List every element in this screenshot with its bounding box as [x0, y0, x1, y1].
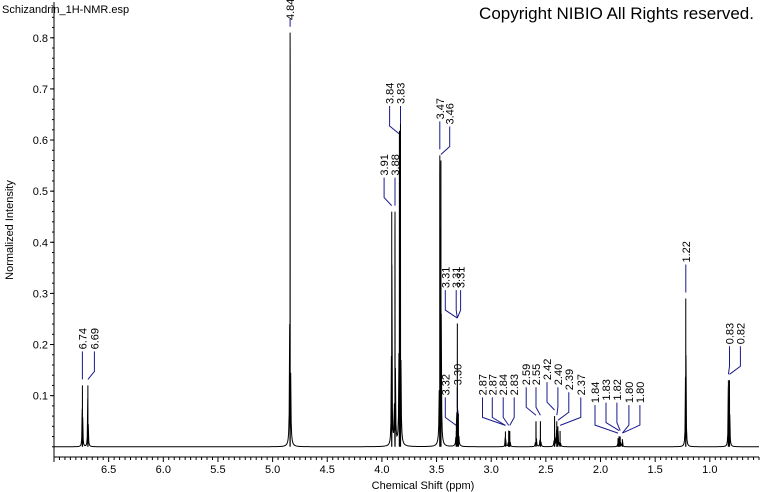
y-tick-label: 0.6 [33, 135, 48, 147]
peak-label-leader [546, 382, 555, 411]
peak-label-leader [444, 290, 458, 319]
peak-label-leader [389, 106, 400, 135]
peak-label: 1.82 [612, 379, 624, 400]
peak-label: 2.83 [509, 374, 521, 395]
peak-label-leader [491, 397, 506, 426]
peak-label: 2.84 [498, 374, 510, 395]
chart-axes: 0.1 0.2 0.3 0.4 0.5 0.6 0.7 0.8 6.5 6.0 5.5 5.0 4.5 4… [33, 2, 760, 476]
file-title: Schizandrin_1H-NMR.esp [2, 4, 130, 16]
peak-label-leader [557, 392, 570, 421]
peak-label-leader [502, 397, 510, 426]
y-axis-label: Normalized Intensity [4, 180, 16, 280]
peak-label: 3.46 [445, 103, 457, 124]
peak-label-leader [525, 387, 537, 416]
peak-label-leader [594, 405, 619, 434]
peak-label: 0.83 [725, 323, 737, 344]
x-tick-label: 2.0 [593, 464, 608, 476]
peak-label: 3.31 [451, 267, 463, 288]
peak-label-leader [535, 387, 541, 416]
peak-label: 3.30 [452, 364, 464, 385]
x-tick-label: 5.5 [210, 464, 225, 476]
y-tick-label: 0.2 [33, 340, 48, 352]
peak-label: 3.83 [396, 83, 408, 104]
peak-label-leader [456, 290, 462, 319]
x-tick-label: 3.0 [484, 464, 499, 476]
peak-label: 2.59 [521, 364, 533, 385]
x-tick-label: 2.5 [538, 464, 553, 476]
peak-label-leader [444, 397, 457, 426]
peak-label: 2.87 [478, 374, 490, 395]
copyright-notice: Copyright NIBIO All Rights reserved. [479, 4, 754, 23]
peak-label: 2.55 [531, 364, 543, 385]
peak-labels: 6.74 6.694.843.913.883.843.833.473.463.32… [77, 0, 747, 403]
y-tick-label: 0.5 [33, 186, 48, 198]
peak-label: 6.74 [77, 328, 89, 349]
peak-label: 6.69 [89, 328, 101, 349]
peak-label-leader [87, 351, 95, 380]
peak-label-leaders [81, 18, 741, 434]
y-tick-label: 0.4 [33, 237, 48, 249]
peak-label-leader [383, 177, 393, 206]
y-tick-label: 0.1 [33, 391, 48, 403]
peak-label-leader [509, 397, 515, 426]
y-tick-label: 0.8 [33, 33, 48, 45]
peak-label: 1.83 [601, 379, 613, 400]
x-axis-label: Chemical Shift (ppm) [372, 480, 475, 492]
peak-label: 2.39 [564, 369, 576, 390]
peak-label-leader [622, 405, 630, 434]
x-tick-label: 6.5 [101, 464, 116, 476]
peak-label-leader [482, 397, 506, 426]
peak-label: 1.80 [635, 382, 647, 403]
y-tick-label: 0.3 [33, 288, 48, 300]
peak-label-leader [605, 402, 620, 432]
x-tick-label: 1.0 [702, 464, 717, 476]
peak-label-leader [440, 126, 451, 155]
x-tick-label: 5.0 [265, 464, 280, 476]
peak-label-leader [729, 346, 741, 375]
x-tick-label: 6.0 [156, 464, 171, 476]
peak-label: 1.22 [681, 241, 693, 262]
spectrum-line [54, 32, 759, 448]
peak-label: 3.91 [379, 154, 391, 175]
peak-label-leader [559, 397, 582, 426]
peak-label: 3.84 [385, 83, 397, 104]
x-tick-label: 1.5 [648, 464, 663, 476]
peak-label-leader [455, 290, 458, 319]
y-tick-label: 0.7 [33, 84, 48, 96]
peak-label: 3.32 [440, 374, 452, 395]
x-tick-label: 4.5 [320, 464, 335, 476]
peak-label-leader [727, 346, 730, 375]
peak-label: 2.37 [576, 374, 588, 395]
peak-label: 0.82 [735, 323, 747, 344]
peak-label-leader [616, 402, 621, 431]
peak-label: 2.87 [487, 374, 499, 395]
x-tick-label: 3.5 [429, 464, 444, 476]
x-tick-label: 4.0 [374, 464, 389, 476]
peak-label-leader [622, 405, 641, 434]
peak-label: 2.42 [542, 359, 554, 380]
peak-label: 3.31 [456, 267, 468, 288]
peak-label: 3.31 [440, 267, 452, 288]
peak-label: 2.40 [553, 364, 565, 385]
peak-label: 4.84 [285, 0, 297, 20]
peak-label: 1.84 [590, 382, 602, 403]
peak-label: 3.47 [435, 98, 447, 119]
peak-label: 1.80 [624, 382, 636, 403]
peak-label-leader [556, 387, 559, 416]
